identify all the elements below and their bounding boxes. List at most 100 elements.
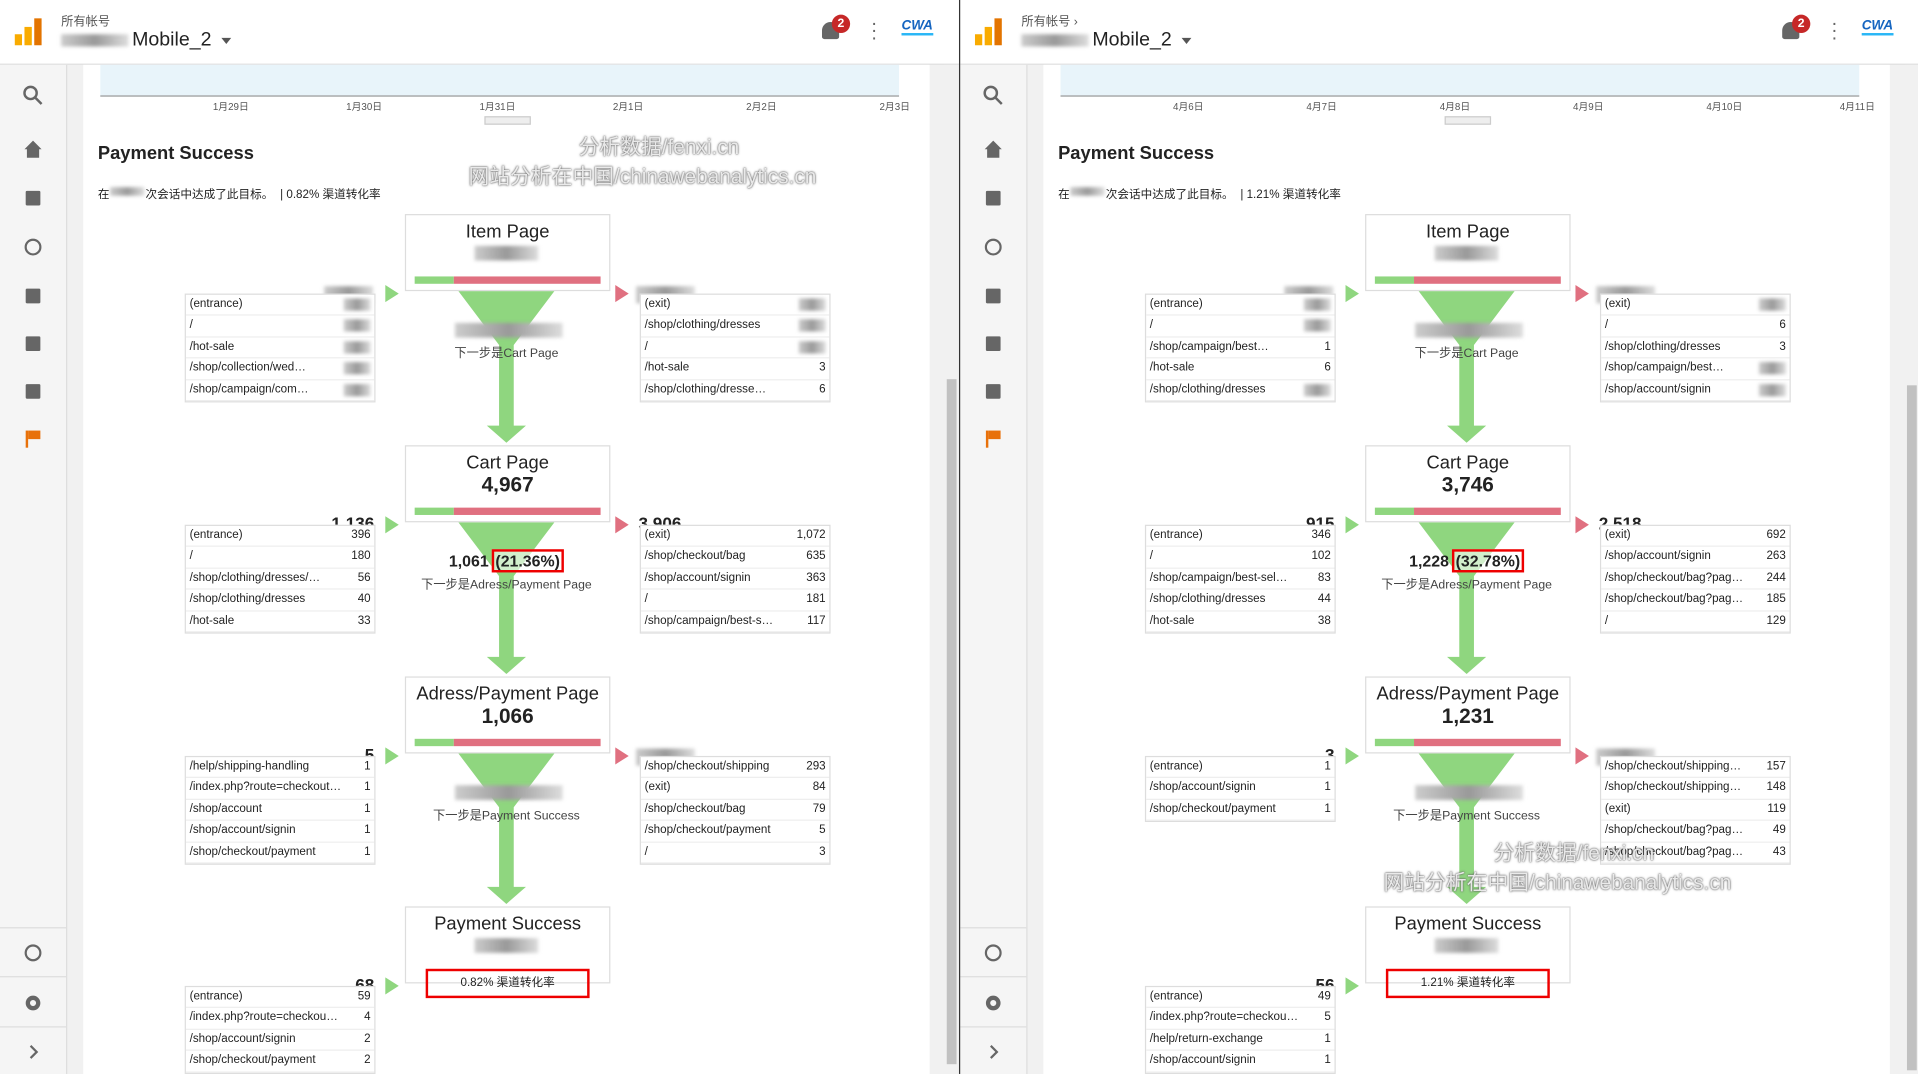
page-path: /shop/account/signin [1604,549,1711,564]
more-menu[interactable]: · · · [870,13,878,49]
nav-behavior[interactable] [22,380,44,402]
page-path: /shop/checkout/shipping… [1604,759,1742,774]
entry-sources-table: (entrance) / /shop/campaign/best… 1/hot-sal… [1144,293,1336,403]
table-row: / 180 [185,547,375,569]
icon [985,384,1001,399]
next-step-label: 下一步是Cart Page [1414,347,1519,361]
nav-acquisition[interactable] [22,333,44,355]
table-row: /shop/checkout/bag 79 [640,800,830,821]
page-count: 181 [806,592,826,606]
date-tick-label: 4月8日 [1439,101,1471,113]
table-row: (entrance) 49 [1146,987,1335,1009]
page-count: 1 [1324,802,1331,816]
summary-rate: | 1.21% 渠道转化率 [1240,188,1341,202]
redacted [343,298,371,311]
nav-realtime[interactable] [982,236,1004,258]
icon [29,1045,39,1059]
step-box: Adress/Payment Page 1,231 [1365,676,1571,754]
nav-conversions[interactable] [22,428,44,450]
page-path: /shop/collection/wed… [189,361,306,375]
icon [984,238,1002,256]
more-menu[interactable]: · · · [1831,13,1838,49]
page-count: 1 [1324,1053,1331,1067]
nav-realtime[interactable] [22,236,44,258]
nav-expand[interactable] [22,1041,44,1063]
nav-discover[interactable] [982,942,1004,964]
redacted [343,362,371,375]
property-selector[interactable]: Mobile_2 [1092,29,1172,51]
page-path: /index.php?route=checkou… [189,1010,338,1025]
icon [984,944,1002,962]
page-count: 1 [1324,339,1331,354]
step-name: Item Page [465,221,550,243]
nav-admin[interactable] [22,992,44,1014]
nav-search[interactable] [982,84,1004,106]
page-count: 6 [1324,361,1331,375]
nav-audience[interactable] [982,285,1004,307]
redacted [343,319,371,332]
table-row: /help/shipping-handling 1 [185,757,375,779]
page-path: (exit) [644,528,671,542]
page-path: (entrance) [1149,297,1203,311]
scrollbar-thumb [1906,385,1917,1071]
page-count: 396 [351,528,371,542]
table-row: /shop/account/signin [1601,380,1790,402]
page-count: 2 [364,1053,371,1067]
page-path: /shop/campaign/best… [1604,361,1724,375]
step-bar-green [414,738,454,747]
table-row: /shop/checkout/bag?pag… 43 [1601,842,1790,864]
exit-targets-table: (exit)/6/shop/clothing/dresses 3/shop/cam… [1599,293,1791,403]
next-step-label: 下一步是Adress/Payment Page [421,578,592,593]
table-row: /index.php?route=checkou… 5 [1146,1008,1335,1030]
nav-audience[interactable] [22,285,44,307]
table-row: /hot-sale 33 [185,611,375,633]
icon [25,430,29,448]
page-path: (exit) [1604,802,1631,816]
table-row: / [640,337,830,359]
entry-sources-table: (entrance) 59/index.php?route=checkou… 4/s… [184,985,376,1074]
step-box: Payment Success 1.21% 渠道转化率 [1365,906,1571,999]
nav-dashboard[interactable] [22,187,44,209]
scrollbar-thumb [946,379,957,1065]
table-row: /shop/clothing/dresses 44 [1146,590,1335,612]
redacted [1021,34,1089,47]
page-path: /shop/checkout/bag?pag… [1604,570,1744,585]
page-path: / [644,592,648,606]
step-name: Item Page [1426,221,1510,243]
chart-collapse[interactable] [484,116,531,125]
date-tick-label: 1月31日 [479,101,516,113]
nav-behavior[interactable] [982,380,1004,402]
table-row: /hot-sale 38 [1146,611,1335,633]
nav-home[interactable] [982,138,1004,160]
page-path: /shop/checkout/shipping… [1604,780,1742,795]
nav-acquisition[interactable] [982,333,1004,355]
table-row: /shop/checkout/payment 1 [1146,800,1335,821]
sidebar-divider [0,976,67,978]
page-path: /shop/clothing/dresses [644,318,761,332]
page-path: / [644,339,648,354]
nav-discover[interactable] [22,942,44,964]
redacted [1758,298,1786,311]
nav-conversions[interactable] [982,428,1004,450]
icon [990,999,997,1007]
nav-home[interactable] [22,138,44,160]
nav-dashboard[interactable] [982,187,1004,209]
table-row: /shop/checkout/bag?pag… 244 [1601,569,1790,590]
logo-bar [24,26,32,46]
table-row: /shop/checkout/bag?pag… 185 [1601,590,1790,612]
step-name: Adress/Payment Page [1376,683,1560,705]
chart-collapse[interactable] [1444,116,1492,125]
icon [24,238,42,256]
table-row: /shop/clothing/dresses [1146,380,1335,402]
nav-admin[interactable] [982,992,1004,1014]
step-bar-green [414,507,454,515]
page-path: /shop/campaign/com… [189,382,309,396]
next-step-count: 1,228 [1409,551,1449,571]
nav-search[interactable] [22,84,44,106]
property-selector[interactable]: Mobile_2 [132,29,212,51]
nav-expand[interactable] [982,1041,1004,1063]
date-tick-label: 2月2日 [746,101,777,113]
exit-targets-table: /shop/checkout/shipping 293 (exit) 84/shop/… [639,755,831,865]
page-count: 3 [1779,339,1786,354]
icon [25,288,41,304]
